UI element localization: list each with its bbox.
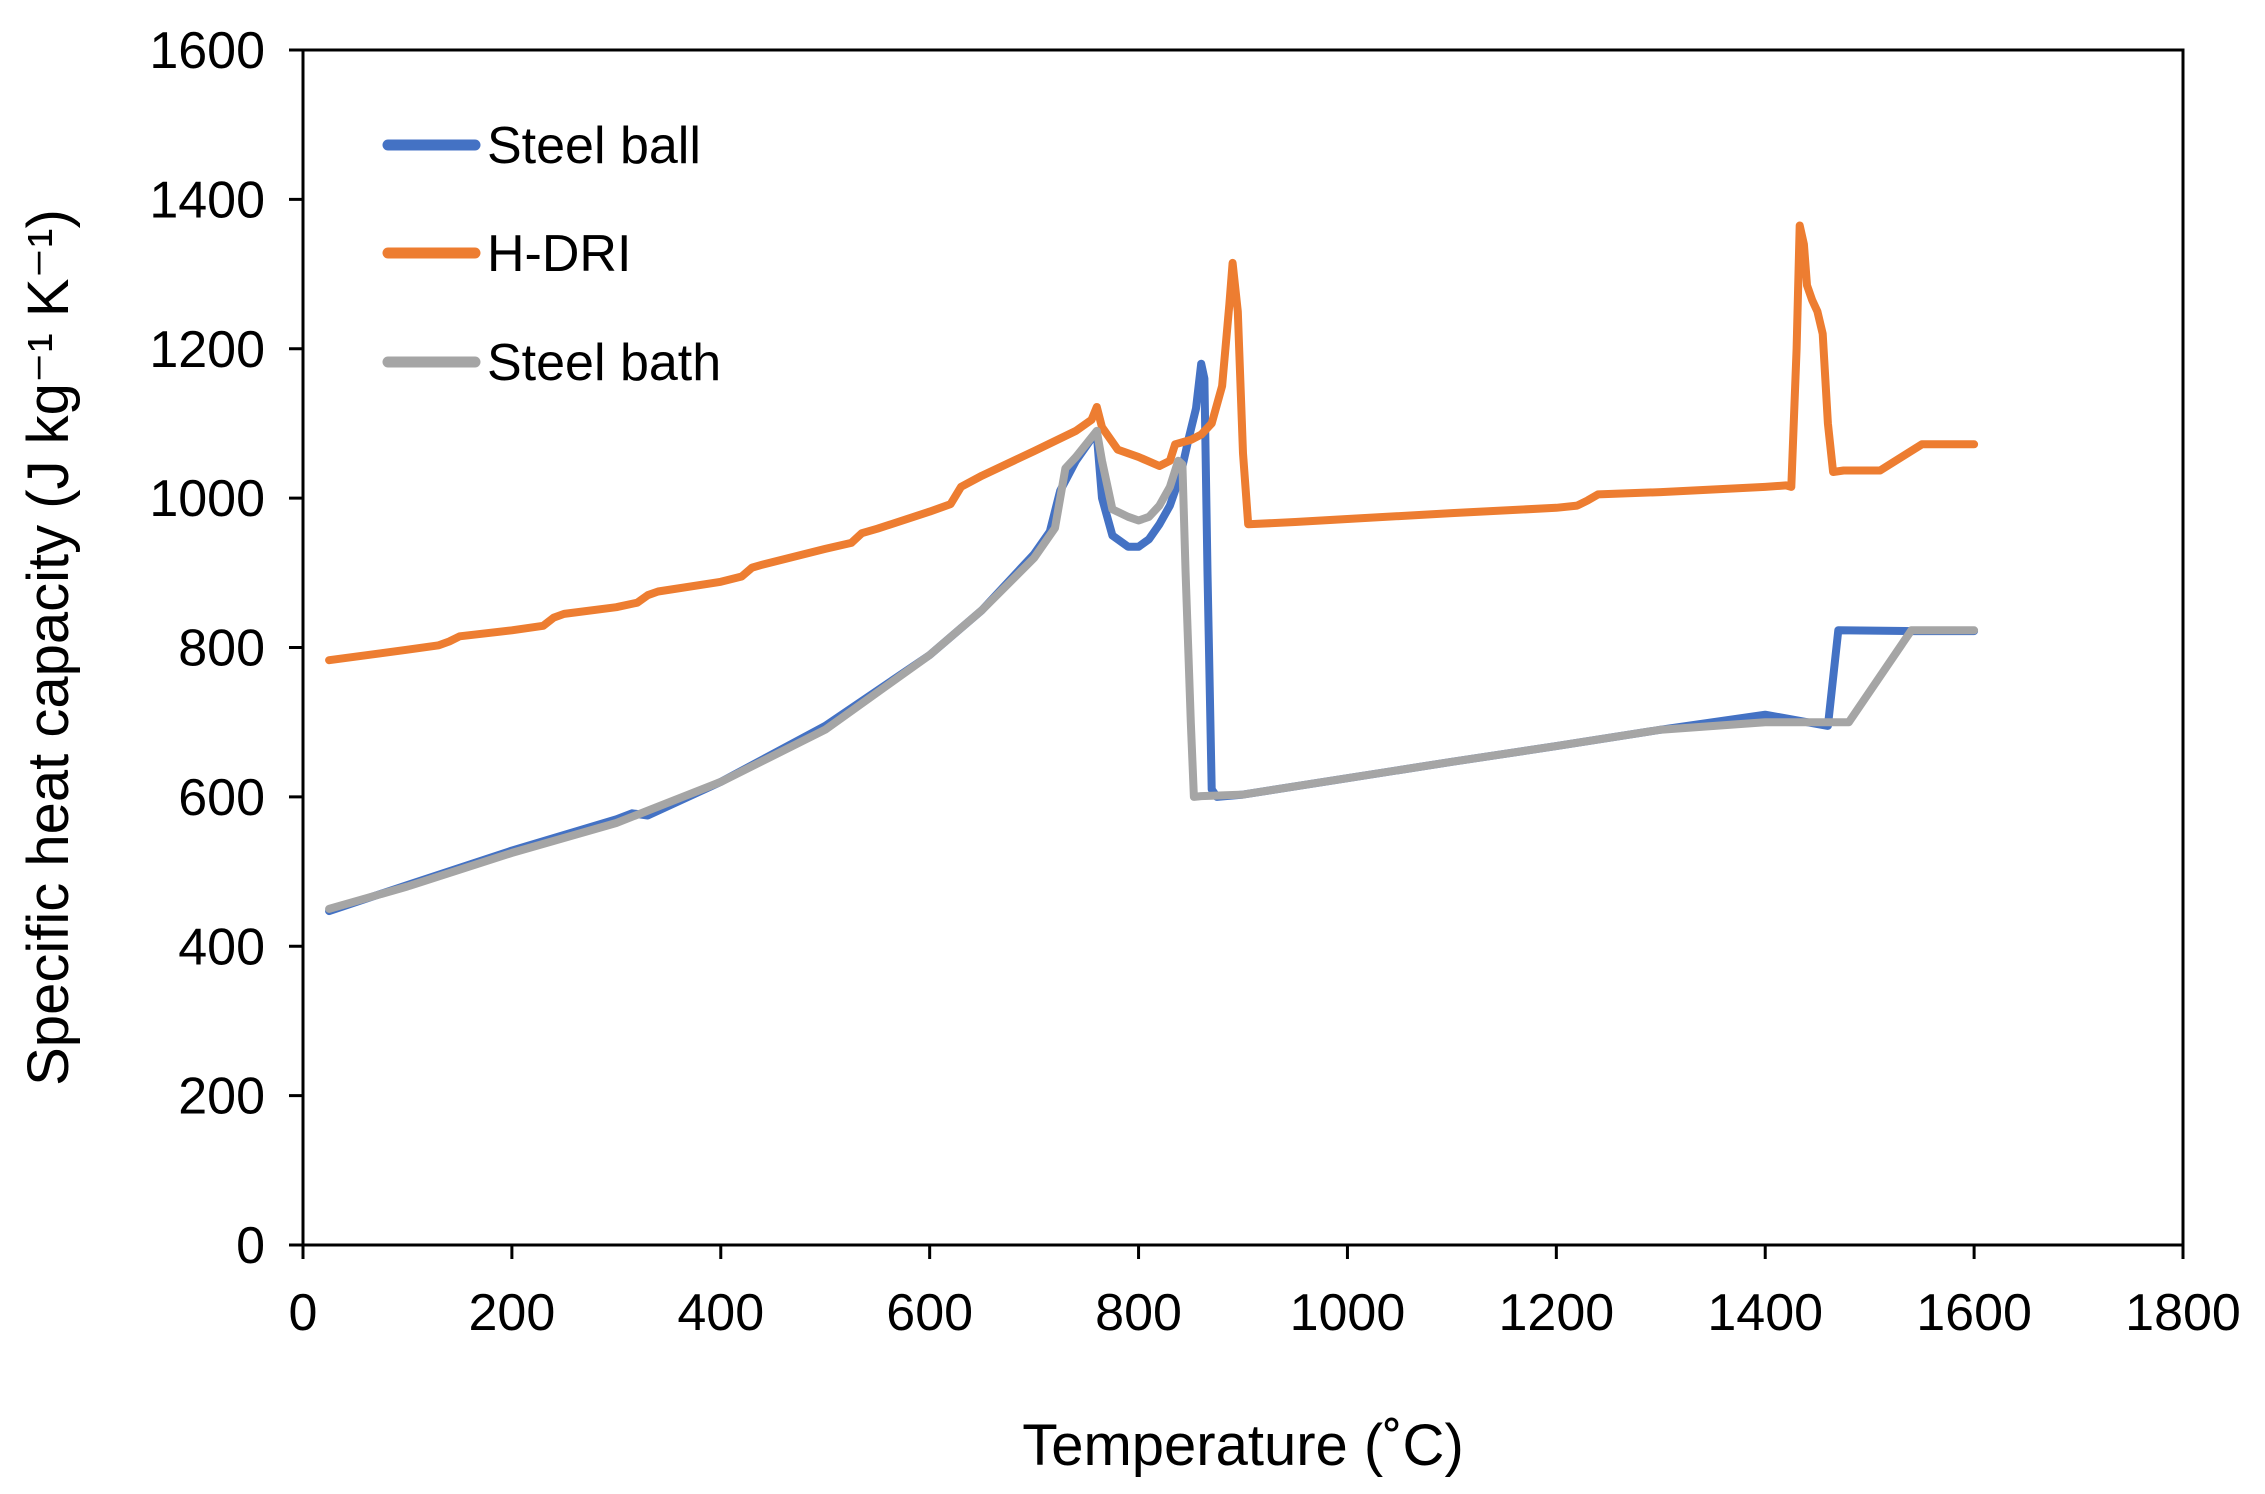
x-tick-label: 1800 bbox=[2125, 1284, 2241, 1342]
y-tick-label: 1600 bbox=[149, 22, 265, 80]
legend: Steel ball H-DRI Steel bath bbox=[382, 117, 721, 392]
series-line-h-dri bbox=[325, 221, 1979, 665]
x-tick-label: 0 bbox=[289, 1284, 318, 1342]
series-line-steel-bath bbox=[325, 426, 1979, 913]
y-axis-title: Specific heat capacity (J kg⁻¹ K⁻¹) bbox=[16, 209, 81, 1086]
x-tick-label: 600 bbox=[886, 1284, 973, 1342]
legend-label-h-dri: H-DRI bbox=[487, 225, 631, 283]
x-tick-label: 400 bbox=[677, 1284, 764, 1342]
legend-label-steel-bath: Steel bath bbox=[487, 334, 721, 392]
y-tick-label: 1400 bbox=[149, 171, 265, 229]
x-axis-ticks: 0 200 400 600 800 1000 1200 1400 1600 1800 bbox=[289, 1245, 2241, 1342]
x-tick-label: 800 bbox=[1095, 1284, 1182, 1342]
y-tick-label: 800 bbox=[178, 620, 265, 678]
x-tick-label: 1200 bbox=[1498, 1284, 1614, 1342]
y-tick-label: 400 bbox=[178, 918, 265, 976]
x-axis-title: Temperature (˚C) bbox=[1022, 1413, 1464, 1478]
x-tick-label: 200 bbox=[469, 1284, 556, 1342]
y-tick-label: 1000 bbox=[149, 470, 265, 528]
x-tick-label: 1600 bbox=[1916, 1284, 2032, 1342]
y-tick-label: 0 bbox=[236, 1217, 265, 1275]
legend-label-steel-ball: Steel ball bbox=[487, 117, 701, 175]
x-tick-label: 1400 bbox=[1707, 1284, 1823, 1342]
y-tick-label: 200 bbox=[178, 1068, 265, 1126]
series-layer bbox=[325, 221, 1979, 916]
y-tick-label: 1200 bbox=[149, 321, 265, 379]
x-tick-label: 1000 bbox=[1290, 1284, 1406, 1342]
y-axis-ticks: 0 200 400 600 800 1000 1200 1400 1600 bbox=[149, 22, 303, 1275]
y-tick-label: 600 bbox=[178, 769, 265, 827]
